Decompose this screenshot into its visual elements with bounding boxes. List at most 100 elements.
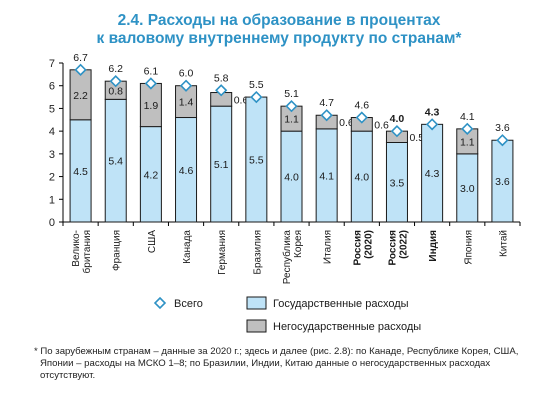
x-category-label: Россия (2020) — [352, 230, 374, 266]
x-category-label: Германия — [217, 230, 228, 275]
footnote: * По зарубежным странам – данные за 2020… — [34, 346, 519, 381]
data-label-total: 3.6 — [495, 122, 510, 134]
legend-government-swatch — [246, 296, 267, 310]
data-label-private: 0.8 — [108, 85, 123, 97]
x-category-label: США — [147, 230, 158, 253]
x-tick-labels: Велико-британия Франция США Канада Германия Б… — [71, 230, 509, 285]
data-label-private: 2.2 — [73, 90, 88, 102]
x-category-label-line: Республика — [281, 230, 293, 285]
x-category-label: Бразилия — [252, 230, 263, 275]
x-category-label-line: США — [147, 230, 158, 253]
total-marker — [109, 75, 122, 88]
data-label-government: 4.2 — [144, 169, 159, 181]
legend: Всего Государственные расходы Негосударств… — [153, 296, 421, 333]
total-marker — [390, 125, 404, 138]
legend-government-label: Государственные расходы — [273, 298, 409, 310]
x-category-label: Италия — [323, 230, 334, 264]
y-tick-label: 7 — [49, 58, 55, 70]
data-label-private: 1.1 — [284, 114, 299, 126]
data-label-total: 5.8 — [214, 72, 229, 84]
x-category-label-line: Германия — [217, 230, 228, 275]
y-tick-label: 5 — [49, 103, 55, 115]
data-label-private: 1.4 — [179, 97, 194, 109]
x-category-label-line: Корея — [293, 230, 304, 258]
legend-total-label: Всего — [174, 298, 203, 310]
data-label-total: 6.7 — [73, 52, 88, 64]
data-label-government: 3.6 — [495, 176, 510, 188]
stacked-bar-chart: 0 1 2 3 4 5 6 7 4.5 2.2 6.7 5.4 0.8 6.2 4.2 1.9 6.1 4.6 1… — [49, 52, 521, 333]
data-label-total: 4.6 — [355, 100, 370, 112]
data-label-government: 4.1 — [319, 170, 334, 182]
total-marker — [320, 109, 333, 122]
data-label-private: 0.6 — [339, 117, 354, 129]
legend-private-swatch — [246, 319, 267, 333]
x-category-label-line: Италия — [323, 230, 334, 264]
chart-title: 2.4. Расходы на образование в процентах … — [0, 12, 558, 48]
y-tick-label: 2 — [49, 172, 55, 184]
x-category-label-line: британия — [81, 230, 93, 273]
data-label-total: 5.5 — [249, 79, 264, 91]
data-label-private: 1.9 — [144, 100, 159, 112]
x-category-label: Россия (2022) — [387, 230, 409, 266]
data-label-total: 4.0 — [390, 113, 405, 125]
x-category-label-line: Россия — [352, 230, 363, 266]
x-category-label: Китай — [498, 230, 509, 257]
y-tick-label: 3 — [49, 149, 55, 161]
total-marker — [496, 134, 509, 147]
data-label-government: 3.5 — [390, 177, 405, 189]
data-label-total: 6.0 — [179, 68, 194, 80]
x-category-label-line: Китай — [498, 230, 509, 257]
chart-title-line1: 2.4. Расходы на образование в процентах — [117, 12, 441, 29]
data-label-total: 6.1 — [144, 65, 159, 77]
data-label-private: 0.6 — [374, 119, 389, 131]
total-marker — [425, 118, 439, 131]
x-category-label-line: Индия — [428, 230, 439, 262]
data-label-government: 5.5 — [249, 155, 264, 167]
data-label-government: 3.0 — [460, 183, 475, 195]
y-tick-label: 1 — [49, 194, 55, 206]
data-label-government: 4.0 — [355, 172, 370, 184]
data-label-private: 0.5 — [409, 132, 424, 144]
legend-total-marker — [153, 296, 167, 310]
data-label-government: 5.4 — [108, 156, 123, 168]
x-category-label: Индия — [428, 230, 439, 262]
total-marker — [179, 79, 193, 92]
x-category-label: Канада — [182, 230, 193, 264]
data-label-government: 4.0 — [284, 172, 299, 184]
data-label-government: 4.5 — [73, 166, 88, 178]
x-category-label-line: (2020) — [363, 230, 374, 259]
data-label-total: 4.3 — [425, 106, 440, 118]
data-label-total: 4.7 — [319, 97, 334, 109]
data-label-total: 4.1 — [460, 111, 475, 123]
x-category-label-line: Япония — [463, 230, 474, 265]
x-category-label-line: Бразилия — [252, 230, 263, 275]
bars: 4.5 2.2 6.7 5.4 0.8 6.2 4.2 1.9 6.1 4.6 1.4 6.0 5.1 0… — [69, 52, 514, 223]
data-label-total: 5.1 — [284, 88, 299, 100]
total-marker — [215, 84, 228, 97]
data-label-private: 0.6 — [234, 94, 249, 106]
x-category-label-line: (2022) — [398, 230, 409, 259]
x-category-label: Республика Корея — [281, 230, 304, 285]
legend-private-label: Негосударственные расходы — [273, 321, 421, 333]
y-tick-label: 0 — [49, 217, 55, 229]
data-label-government: 4.6 — [179, 165, 194, 177]
total-marker — [250, 90, 263, 104]
total-marker — [74, 63, 87, 76]
x-category-label: Велико-британия — [71, 230, 93, 273]
x-category-label-line: Канада — [182, 230, 193, 264]
data-label-private: 1.1 — [460, 136, 475, 148]
x-category-label-line: Франция — [112, 230, 123, 271]
data-label-total: 6.2 — [108, 63, 123, 75]
x-category-label-line: Велико- — [71, 230, 82, 267]
x-category-label: Япония — [463, 230, 474, 265]
y-tick-label: 4 — [49, 126, 55, 138]
y-tick-label: 6 — [49, 81, 55, 93]
chart-title-line2: к валовому внутреннему продукту по стран… — [96, 30, 462, 47]
data-label-government: 4.3 — [425, 168, 440, 180]
data-label-government: 5.1 — [214, 159, 229, 171]
total-marker — [355, 111, 368, 124]
total-marker — [461, 122, 474, 136]
x-category-label: Франция — [112, 230, 123, 271]
total-marker — [285, 100, 298, 113]
total-marker — [144, 77, 158, 90]
